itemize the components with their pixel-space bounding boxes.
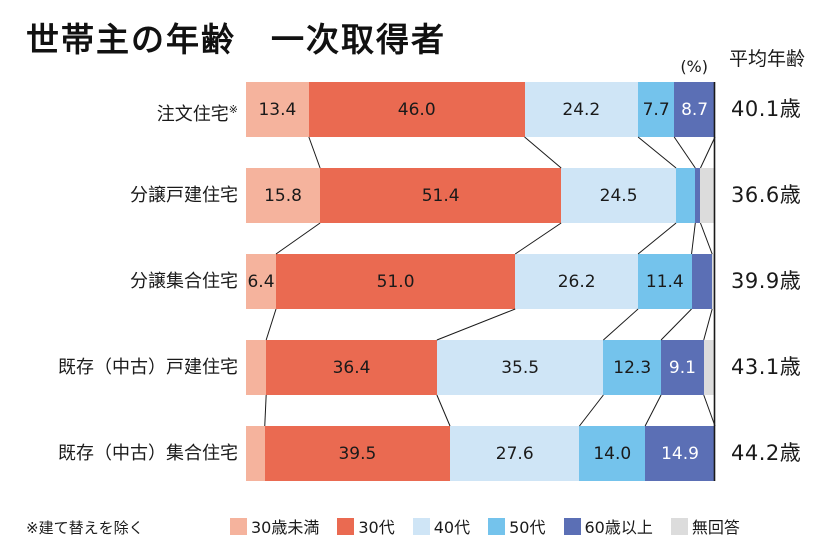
- category-label-text: 既存（中古）戸建住宅: [58, 357, 238, 378]
- legend-swatch: [412, 517, 430, 535]
- segment-connector-line: [436, 394, 451, 427]
- legend-swatch: [337, 517, 355, 535]
- segment-connector-line: [691, 222, 696, 255]
- legend-label: 60歳以上: [584, 518, 653, 537]
- segment-connector-line: [700, 136, 716, 169]
- average-value: 36.6歳: [731, 183, 802, 207]
- legend: 30歳未満 30代 40代 50代 60歳以上 無回答: [230, 514, 740, 538]
- average-value: 43.1歳: [731, 355, 802, 379]
- chart-title: 世帯主の年齢 一次取得者: [26, 20, 446, 59]
- segment-connector-line: [673, 136, 696, 169]
- category-label: 注文住宅※: [0, 82, 238, 137]
- category-footnote-mark: ※: [228, 103, 238, 116]
- segment-connector-line: [436, 308, 516, 341]
- bar-segment: 24.2: [524, 82, 639, 137]
- bar-segment: 27.6: [450, 426, 580, 481]
- legend-item: 50代: [488, 514, 546, 538]
- legend-swatch: [670, 517, 688, 535]
- segment-connector-line: [579, 394, 604, 427]
- segment-connector-line: [603, 308, 639, 341]
- segment-connector-line: [264, 394, 267, 427]
- bar-segment: 36.4: [266, 340, 437, 395]
- bar-row: 39.5 27.6 14.0 14.9: [246, 426, 715, 481]
- segment-connector-line: [637, 222, 677, 255]
- segment-connector-line: [275, 222, 321, 255]
- category-label-text: 注文住宅: [156, 104, 229, 125]
- bar-segment: 6.4: [246, 254, 277, 309]
- bar-segment: [703, 340, 715, 395]
- category-label-text: 分譲集合住宅: [130, 271, 238, 292]
- category-label: 分譲戸建住宅: [0, 168, 238, 223]
- legend-label: 30代: [358, 518, 395, 537]
- legend-swatch: [563, 517, 581, 535]
- bar-segment: 51.4: [320, 168, 562, 223]
- segment-connector-line: [637, 136, 677, 169]
- legend-label: 30歳未満: [251, 518, 320, 537]
- bar-segment: 14.9: [645, 426, 715, 481]
- bar-segment: 9.1: [661, 340, 704, 395]
- bar-segment: [695, 168, 701, 223]
- segment-connector-line: [644, 394, 662, 427]
- bar-row: 15.8 51.4 24.5: [246, 168, 715, 223]
- bar-row: 6.4 51.0 26.2 11.4: [246, 254, 715, 309]
- percent-unit-label: (%): [680, 57, 708, 76]
- bar-segment: 35.5: [436, 340, 604, 395]
- bar-segment: 12.3: [603, 340, 662, 395]
- bar-segment: [691, 254, 713, 309]
- bar-segment: 14.0: [579, 426, 646, 481]
- average-value: 44.2歳: [731, 441, 802, 465]
- bar-segment: 46.0: [308, 82, 525, 137]
- footnote: ※建て替えを除く: [26, 519, 144, 537]
- legend-swatch: [488, 517, 506, 535]
- bar-segment: [246, 340, 267, 395]
- category-label: 分譲集合住宅: [0, 254, 238, 309]
- category-label: 既存（中古）集合住宅: [0, 426, 238, 481]
- segment-connector-line: [703, 308, 713, 341]
- bar-segment: 15.8: [246, 168, 321, 223]
- bar-segment: [712, 254, 715, 309]
- bar-segment: 24.5: [561, 168, 677, 223]
- bar-segment: 7.7: [638, 82, 675, 137]
- category-label-text: 分譲戸建住宅: [130, 185, 238, 206]
- bar-segment: [700, 168, 715, 223]
- legend-item: 無回答: [670, 514, 740, 538]
- legend-label: 50代: [509, 518, 546, 537]
- segment-connector-line: [514, 222, 562, 255]
- bar-segment: 26.2: [515, 254, 639, 309]
- legend-label: 40代: [433, 518, 471, 537]
- average-value: 39.9歳: [731, 269, 802, 293]
- segment-connector-line: [699, 222, 713, 255]
- bar-segment: [246, 426, 265, 481]
- segment-connector-line: [308, 136, 321, 169]
- bar-segment: 39.5: [264, 426, 450, 481]
- segment-connector-line: [660, 308, 692, 341]
- bar-row: 36.4 35.5 12.3 9.1: [246, 340, 715, 395]
- segment-connector-line: [265, 308, 277, 341]
- category-label: 既存（中古）戸建住宅: [0, 340, 238, 395]
- legend-item: 30歳未満: [230, 514, 319, 538]
- bar-segment: 8.7: [674, 82, 715, 137]
- average-value: 40.1歳: [731, 97, 802, 121]
- legend-item: 30代: [337, 514, 395, 538]
- bar-segment: 51.0: [276, 254, 516, 309]
- bar-segment: 13.4: [246, 82, 309, 137]
- segment-connector-line: [703, 394, 716, 427]
- category-label-text: 既存（中古）集合住宅: [58, 443, 238, 464]
- average-age-header: 平均年齢: [729, 48, 806, 70]
- bar-segment: 11.4: [638, 254, 692, 309]
- legend-item: 60歳以上: [563, 514, 653, 538]
- bar-segment: [676, 168, 696, 223]
- legend-item: 40代: [412, 514, 471, 538]
- bar-row: 13.4 46.0 24.2 7.7 8.7: [246, 82, 715, 137]
- legend-label: 無回答: [691, 518, 740, 537]
- segment-connector-line: [524, 136, 562, 169]
- legend-swatch: [230, 517, 247, 535]
